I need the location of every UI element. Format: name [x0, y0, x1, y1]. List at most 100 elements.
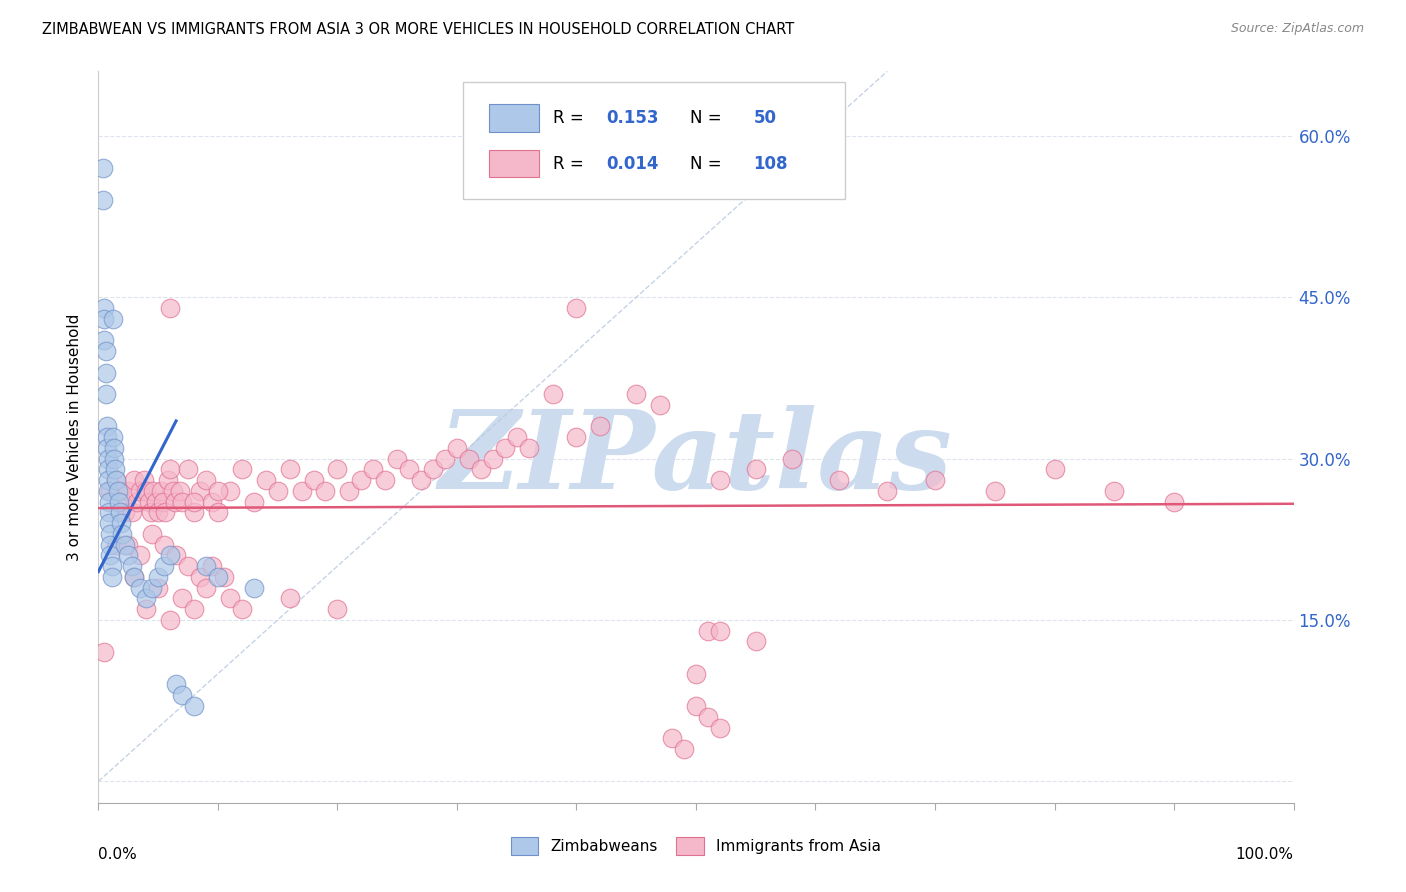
- Point: [153, 559, 176, 574]
- Point: [231, 602, 253, 616]
- Point: [98, 516, 121, 530]
- Point: [685, 666, 707, 681]
- Point: [162, 483, 184, 498]
- Point: [148, 570, 170, 584]
- Point: [117, 483, 139, 498]
- Legend: Zimbabweans, Immigrants from Asia: Zimbabweans, Immigrants from Asia: [505, 831, 887, 861]
- FancyBboxPatch shape: [489, 104, 540, 132]
- Point: [1163, 494, 1185, 508]
- Point: [984, 483, 1007, 498]
- Point: [110, 516, 132, 530]
- Point: [135, 602, 157, 616]
- Point: [172, 591, 194, 606]
- Point: [494, 441, 516, 455]
- Point: [183, 505, 205, 519]
- Point: [98, 505, 121, 519]
- Point: [207, 570, 229, 584]
- Point: [93, 645, 115, 659]
- Point: [1043, 462, 1066, 476]
- Point: [153, 538, 176, 552]
- Point: [98, 549, 122, 563]
- Text: ZIPatlas: ZIPatlas: [439, 405, 953, 513]
- Point: [231, 462, 253, 476]
- Point: [1104, 483, 1126, 498]
- Point: [565, 430, 588, 444]
- Point: [924, 473, 946, 487]
- Point: [685, 698, 707, 713]
- Point: [111, 527, 134, 541]
- Text: 0.014: 0.014: [606, 154, 659, 172]
- Point: [97, 451, 120, 466]
- Point: [121, 505, 143, 519]
- Point: [183, 602, 205, 616]
- Point: [108, 483, 131, 498]
- Text: N =: N =: [690, 109, 727, 128]
- Point: [458, 451, 481, 466]
- Point: [159, 301, 181, 315]
- Point: [159, 462, 181, 476]
- Point: [697, 710, 720, 724]
- Point: [219, 591, 242, 606]
- Point: [302, 473, 325, 487]
- Text: 50: 50: [754, 109, 776, 128]
- Point: [697, 624, 720, 638]
- Point: [124, 570, 146, 584]
- Point: [565, 301, 588, 315]
- Point: [183, 494, 205, 508]
- Point: [96, 430, 118, 444]
- Point: [165, 549, 187, 563]
- Point: [243, 581, 266, 595]
- Point: [434, 451, 457, 466]
- Text: 0.153: 0.153: [606, 109, 659, 128]
- Text: 108: 108: [754, 154, 787, 172]
- Point: [105, 473, 128, 487]
- Point: [195, 559, 218, 574]
- Point: [96, 419, 118, 434]
- Point: [98, 527, 122, 541]
- Point: [470, 462, 492, 476]
- Point: [243, 494, 266, 508]
- Point: [278, 591, 301, 606]
- Text: N =: N =: [690, 154, 727, 172]
- Point: [169, 483, 191, 498]
- Point: [422, 462, 444, 476]
- Point: [207, 483, 229, 498]
- Text: ZIMBABWEAN VS IMMIGRANTS FROM ASIA 3 OR MORE VEHICLES IN HOUSEHOLD CORRELATION C: ZIMBABWEAN VS IMMIGRANTS FROM ASIA 3 OR …: [42, 22, 794, 37]
- Point: [97, 473, 120, 487]
- FancyBboxPatch shape: [463, 82, 845, 200]
- Point: [101, 311, 124, 326]
- Point: [100, 570, 122, 584]
- Point: [148, 505, 170, 519]
- Point: [152, 494, 174, 508]
- Point: [339, 483, 361, 498]
- Point: [709, 473, 731, 487]
- Point: [195, 581, 218, 595]
- Point: [129, 581, 152, 595]
- Point: [135, 483, 157, 498]
- Point: [589, 419, 612, 434]
- Point: [363, 462, 385, 476]
- Point: [177, 462, 200, 476]
- Point: [103, 441, 125, 455]
- Point: [101, 430, 124, 444]
- Point: [156, 473, 179, 487]
- Point: [172, 688, 194, 702]
- Text: 100.0%: 100.0%: [1236, 847, 1294, 862]
- Point: [141, 581, 163, 595]
- Point: [219, 483, 242, 498]
- Point: [350, 473, 373, 487]
- Point: [661, 731, 683, 746]
- Point: [481, 451, 505, 466]
- Point: [94, 387, 117, 401]
- Point: [103, 451, 125, 466]
- Point: [745, 462, 768, 476]
- Point: [145, 494, 167, 508]
- Point: [159, 613, 181, 627]
- Point: [114, 505, 136, 519]
- Point: [188, 483, 211, 498]
- Y-axis label: 3 or more Vehicles in Household: 3 or more Vehicles in Household: [67, 313, 83, 561]
- Point: [541, 387, 564, 401]
- Point: [141, 527, 163, 541]
- Point: [121, 559, 143, 574]
- Point: [125, 494, 148, 508]
